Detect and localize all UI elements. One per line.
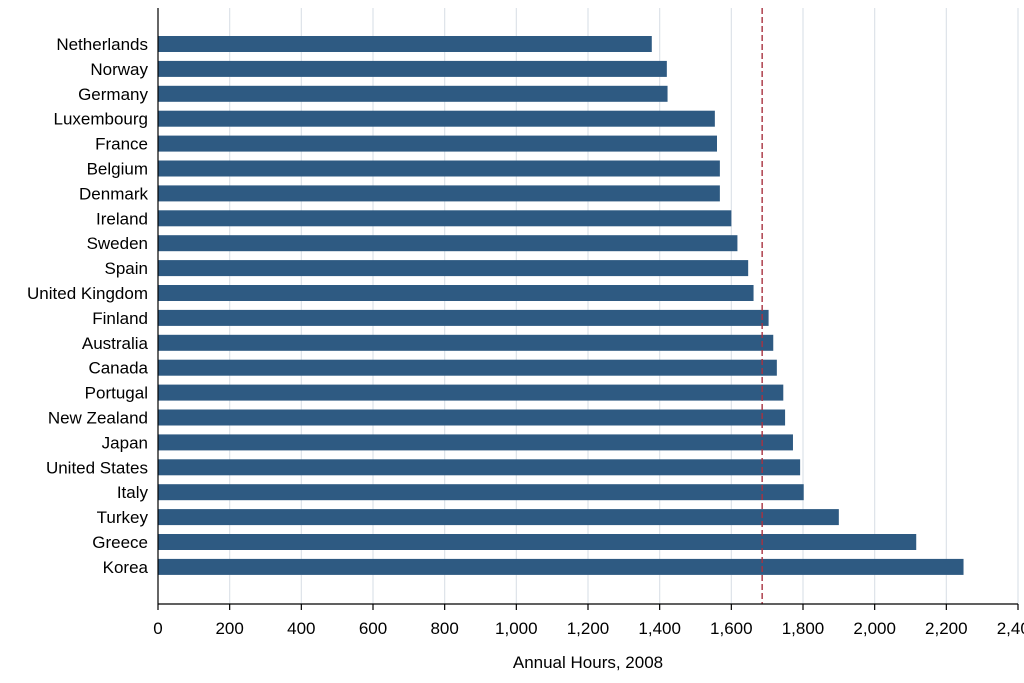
category-labels: Netherlands Norway Germany Luxembourg France… (27, 35, 149, 577)
x-tick-label: 200 (215, 619, 243, 638)
x-tick-label: 800 (430, 619, 458, 638)
bar (158, 558, 964, 575)
bar (158, 459, 801, 476)
bar (158, 484, 804, 501)
category-label: United States (46, 458, 148, 477)
bar (158, 509, 839, 526)
bars (158, 36, 964, 575)
bar (158, 135, 717, 152)
x-axis-title: Annual Hours, 2008 (513, 653, 663, 672)
bar (158, 160, 720, 177)
x-tick-label: 1,000 (495, 619, 538, 638)
x-tick-labels: 0 200 400 600 800 1,000 1,200 1,400 1,600 1,800 2,… (153, 619, 1024, 638)
bar (158, 359, 777, 376)
x-tick-label: 400 (287, 619, 315, 638)
category-label: Korea (103, 558, 149, 577)
category-label: Italy (117, 483, 149, 502)
bar (158, 210, 732, 227)
category-label: Greece (92, 533, 148, 552)
bar (158, 110, 715, 127)
x-tick-label: 2,000 (853, 619, 896, 638)
category-label: France (95, 135, 148, 154)
category-label: Belgium (87, 160, 148, 179)
category-label: Luxembourg (53, 110, 148, 129)
x-tick-label: 600 (359, 619, 387, 638)
category-label: Japan (102, 433, 148, 452)
x-tick-label: 1,200 (567, 619, 610, 638)
category-label: Ireland (96, 209, 148, 228)
bar (158, 285, 754, 301)
category-label: Turkey (97, 508, 149, 527)
x-tick-label: 1,400 (638, 619, 681, 638)
category-label: Finland (92, 309, 148, 328)
bar (158, 235, 738, 252)
category-label: Germany (78, 85, 148, 104)
bar (158, 434, 793, 451)
category-label: Sweden (87, 234, 148, 253)
category-label: Netherlands (56, 35, 148, 54)
bar (158, 384, 784, 401)
category-label: New Zealand (48, 409, 148, 428)
x-tick-label: 1,600 (710, 619, 753, 638)
bar (158, 60, 667, 77)
category-label: Spain (105, 259, 148, 278)
category-label: Canada (88, 359, 148, 378)
bar (158, 409, 786, 426)
x-tick-label: 2,400 (997, 619, 1024, 638)
axes (157, 8, 1019, 610)
x-tick-label: 0 (153, 619, 162, 638)
bar (158, 334, 774, 351)
bar (158, 260, 749, 277)
category-label: Portugal (85, 384, 148, 403)
category-label: Norway (90, 60, 148, 79)
bar (158, 36, 652, 52)
x-tick-label: 2,200 (925, 619, 968, 638)
grid-lines (229, 8, 1019, 604)
category-label: Denmark (79, 184, 148, 203)
bar (158, 85, 668, 102)
category-label: United Kingdom (27, 284, 148, 303)
bar (158, 185, 720, 202)
x-tick-label: 1,800 (782, 619, 825, 638)
bar (158, 534, 917, 550)
bar (158, 309, 769, 326)
category-label: Australia (82, 334, 149, 353)
